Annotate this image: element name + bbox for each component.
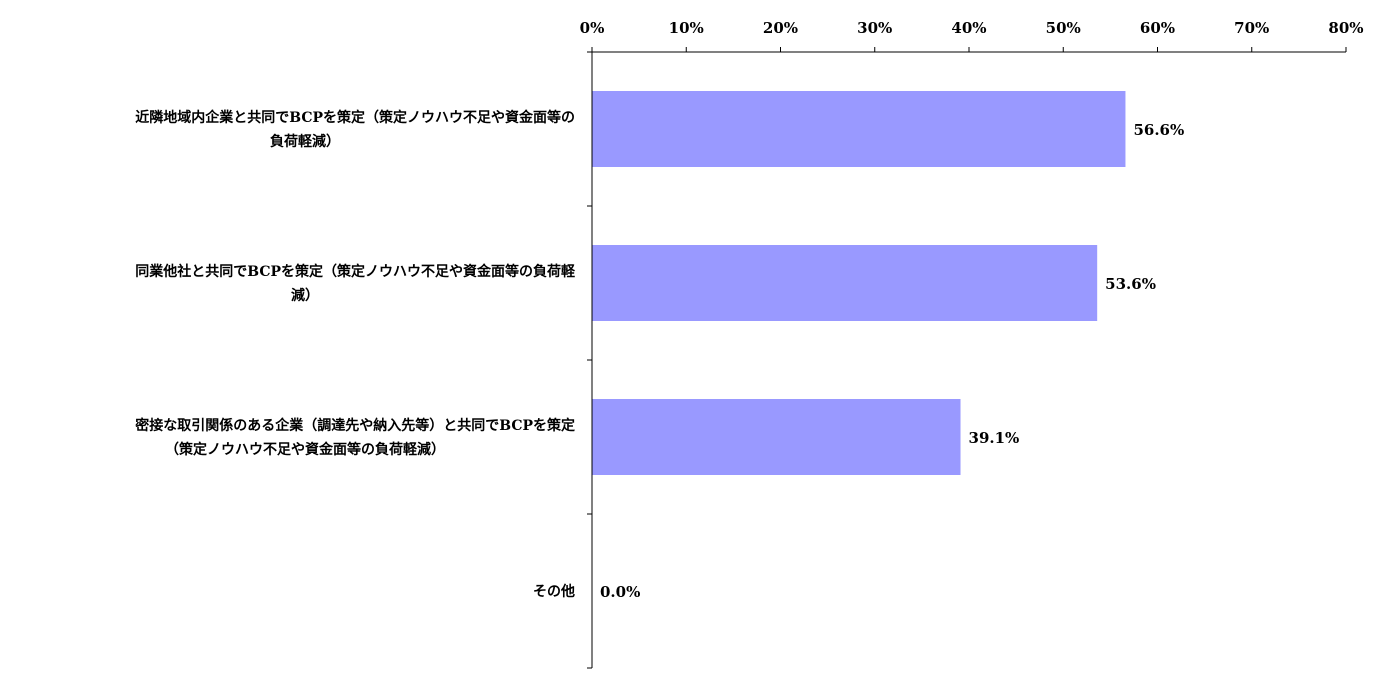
category-label: 同業他社と共同でBCPを策定（策定ノウハウ不足や資金面等の負荷軽: [135, 263, 576, 280]
x-tick-label: 20%: [763, 19, 798, 37]
axes: [587, 51, 1346, 669]
bar: [592, 91, 1126, 167]
x-tick-label: 60%: [1140, 19, 1175, 37]
data-label: 39.1%: [969, 429, 1020, 447]
bar: [592, 399, 961, 475]
bar: [592, 245, 1098, 321]
x-tick-label: 30%: [857, 19, 892, 37]
category-label: 密接な取引関係のある企業（調達先や納入先等）と共同でBCPを策定: [134, 417, 575, 434]
category-label: 負荷軽減）: [270, 133, 340, 150]
data-label: 0.0%: [600, 583, 640, 601]
data-labels: 56.6% 53.6% 39.1% 0.0%: [600, 121, 1184, 601]
x-tick-label: 80%: [1328, 19, 1363, 37]
bars: [592, 91, 1126, 475]
data-label: 56.6%: [1133, 121, 1184, 139]
data-label: 53.6%: [1105, 275, 1156, 293]
x-tick-label: 10%: [669, 19, 704, 37]
category-label: その他: [533, 583, 575, 600]
x-tick-label: 70%: [1234, 19, 1269, 37]
category-label: （策定ノウハウ不足や資金面等の負荷軽減）: [165, 441, 445, 458]
x-axis-ticks: 0% 10% 20% 30% 40% 50% 60% 70% 80%: [580, 19, 1364, 52]
category-labels: 近隣地域内企業と共同でBCPを策定（策定ノウハウ不足や資金面等の負荷軽減） 同業他…: [134, 109, 576, 600]
x-tick-label: 0%: [580, 19, 605, 37]
x-tick-label: 50%: [1046, 19, 1081, 37]
x-tick-label: 40%: [951, 19, 986, 37]
category-label: 減）: [291, 287, 319, 304]
category-label: 近隣地域内企業と共同でBCPを策定（策定ノウハウ不足や資金面等の: [135, 109, 575, 126]
